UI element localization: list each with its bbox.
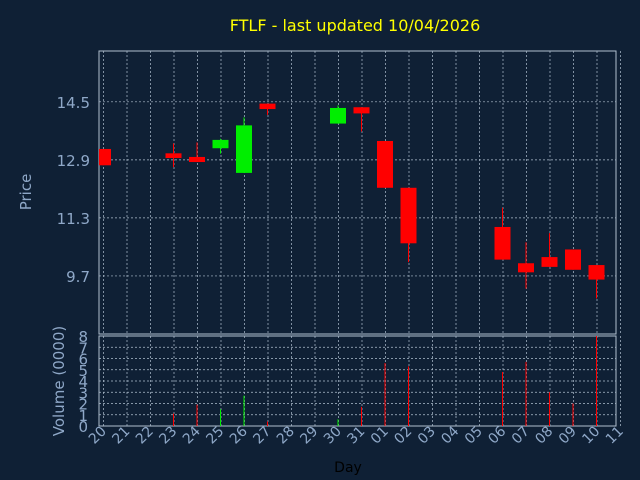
- candle-body: [353, 107, 370, 114]
- candle-body: [494, 226, 511, 260]
- x-tick-label: 20: [86, 424, 110, 448]
- candle-body: [377, 140, 393, 188]
- x-tick-label: 10: [579, 424, 603, 448]
- price-panel-frame: [98, 50, 617, 335]
- x-tick-label: 28: [274, 424, 298, 448]
- x-tick-label: 22: [133, 424, 157, 448]
- x-tick-label: 25: [203, 424, 227, 448]
- x-axis-label: Day: [334, 460, 362, 476]
- x-tick-label: 03: [415, 424, 439, 448]
- candle-body: [99, 148, 111, 166]
- chart-title: FTLF - last updated 10/04/2026: [230, 16, 481, 35]
- candle-body: [259, 103, 276, 110]
- x-tick-label: 29: [297, 424, 321, 448]
- volume-tick-label: 0: [78, 418, 88, 436]
- x-tick-label: 27: [250, 424, 274, 448]
- x-tick-label: 01: [368, 424, 392, 448]
- candle-body: [565, 249, 581, 270]
- x-tick-label: 31: [344, 424, 368, 448]
- volume-tick-label: 7: [78, 339, 88, 357]
- x-tick-label: 09: [556, 424, 580, 448]
- x-tick-label: 11: [603, 424, 627, 448]
- volume-tick-label: 1: [78, 407, 88, 425]
- candle-body: [212, 139, 229, 149]
- x-tick-label: 26: [227, 423, 251, 447]
- candle-body: [588, 265, 605, 280]
- y-axis-label: Price: [17, 174, 35, 211]
- x-tick-label: 02: [391, 424, 415, 448]
- volume-tick-label: 5: [78, 362, 88, 380]
- volume-tick-label: 4: [78, 373, 88, 391]
- x-tick-label: 06: [485, 423, 509, 447]
- candle-body: [189, 156, 205, 163]
- volume-tick-label: 3: [78, 384, 88, 402]
- x-tick-label: 23: [156, 424, 180, 448]
- x-tick-label: 05: [462, 424, 486, 448]
- candle-body: [236, 125, 252, 173]
- x-tick-label: 08: [532, 424, 556, 448]
- x-tick-label: 07: [509, 424, 533, 448]
- volume-axis-label: Volume (0000): [50, 326, 68, 436]
- candle-body: [330, 107, 346, 124]
- candle-body: [165, 153, 182, 159]
- volume-tick-label: 2: [78, 396, 88, 414]
- candle-body: [518, 263, 534, 273]
- price-tick-label: 14.5: [57, 94, 90, 112]
- x-tick-label: 24: [180, 423, 204, 447]
- price-tick-label: 9.7: [66, 268, 90, 286]
- price-tick-label: 12.9: [57, 152, 90, 170]
- x-tick-label: 21: [109, 424, 133, 448]
- x-tick-label: 30: [321, 424, 345, 448]
- candle-body: [541, 257, 558, 267]
- volume-tick-label: 6: [78, 351, 88, 369]
- x-tick-label: 04: [438, 423, 462, 447]
- volume-tick-label: 8: [78, 328, 88, 346]
- price-tick-label: 11.3: [57, 210, 90, 228]
- candle-body: [400, 187, 417, 244]
